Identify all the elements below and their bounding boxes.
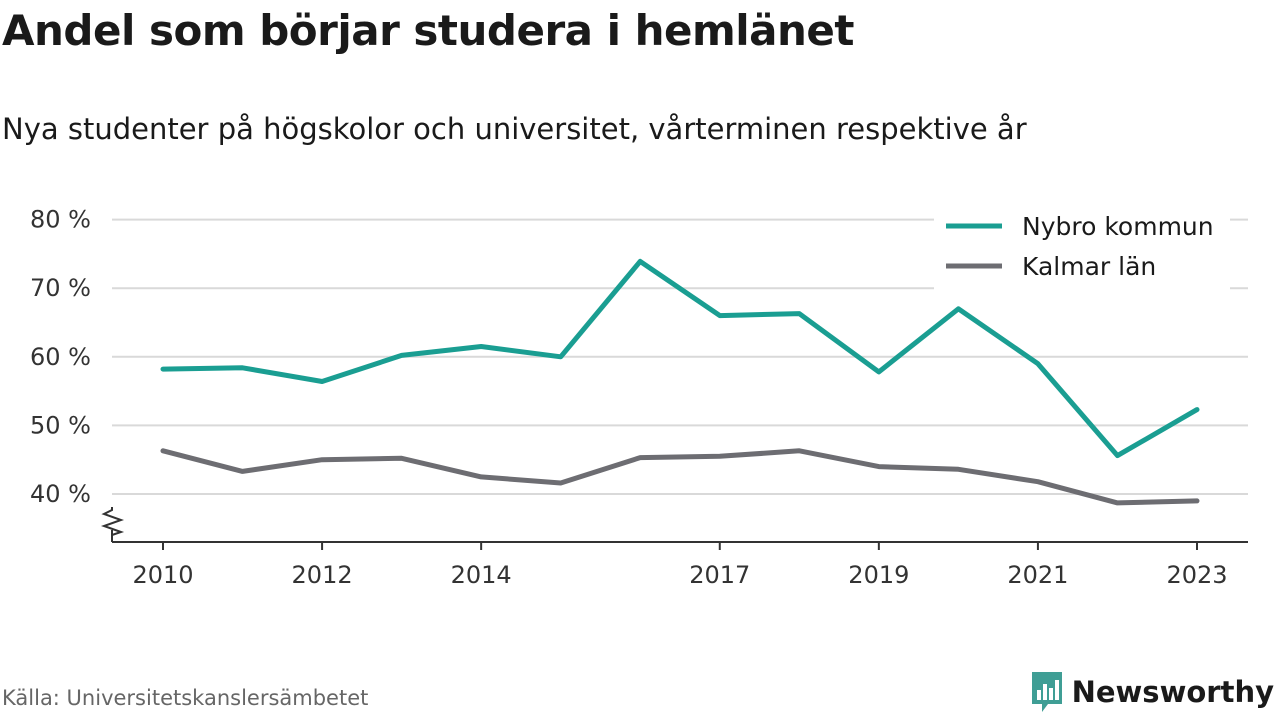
y-tick-label: 80 %	[30, 206, 91, 234]
x-tick-label: 2023	[1166, 561, 1227, 589]
y-tick-label: 70 %	[30, 274, 91, 302]
series-lines	[160, 258, 1200, 506]
x-tick-label: 2012	[292, 561, 353, 589]
y-tick-label: 60 %	[30, 343, 91, 371]
x-axis-tick-labels: 2010 2012 2014 2017 2019 2021 2023	[132, 561, 1227, 589]
x-tick-label: 2014	[451, 561, 512, 589]
chart-subtitle: Nya studenter på högskolor och universit…	[2, 112, 1027, 146]
series-line-kalmar-lan	[160, 448, 1200, 506]
legend: Nybro kommun Kalmar län	[934, 210, 1230, 290]
legend-label: Nybro kommun	[1022, 212, 1214, 241]
brand-name: Newsworthy	[1071, 675, 1274, 709]
x-tick-label: 2010	[132, 561, 193, 589]
y-tick-label: 50 %	[30, 411, 91, 439]
legend-label: Kalmar län	[1022, 252, 1156, 281]
x-tick-label: 2019	[848, 561, 909, 589]
chart-title: Andel som börjar studera i hemlänet	[2, 6, 855, 55]
source-note: Källa: Universitetskanslersämbetet	[2, 686, 369, 710]
axes	[100, 507, 1248, 550]
x-tick-label: 2021	[1007, 561, 1068, 589]
y-tick-label: 40 %	[30, 480, 91, 508]
series-line-nybro-kommun	[160, 258, 1200, 459]
bar-chart-speech-bubble-icon	[1031, 672, 1062, 712]
brand-logo: Newsworthy	[1030, 670, 1274, 714]
legend-background	[934, 210, 1230, 290]
x-tick-label: 2017	[689, 561, 750, 589]
axis-break-icon	[100, 507, 125, 542]
y-axis-tick-labels: 40 % 50 % 60 % 70 % 80 %	[30, 206, 91, 508]
